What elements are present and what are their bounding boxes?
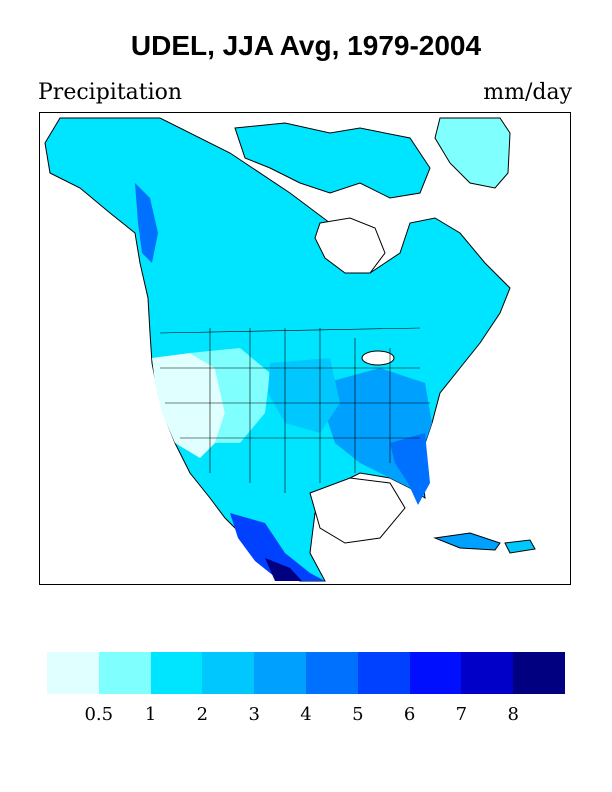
- colorbar: [47, 652, 565, 694]
- mexico-wet-region: [230, 513, 325, 581]
- hudson-bay: [314, 217, 386, 274]
- colorbar-swatch: [98, 652, 151, 694]
- colorbar-swatch: [461, 652, 514, 694]
- colorbar-tick-label: 2: [196, 704, 209, 725]
- central-us-region: [268, 358, 340, 433]
- colorbar-swatch: [409, 652, 462, 694]
- colorbar-swatch: [150, 652, 203, 694]
- units-label: mm/day: [483, 80, 572, 105]
- colorbar-tick-label: 5: [352, 704, 364, 725]
- hispaniola-island: [504, 539, 536, 554]
- great-lakes: [361, 350, 395, 366]
- colorbar-swatch: [513, 652, 565, 694]
- north-america-landmass: [44, 117, 511, 582]
- cuba-island: [433, 532, 501, 551]
- colorbar-tick-label: 4: [300, 704, 312, 725]
- florida-wet-region: [390, 433, 430, 505]
- colorbar-tick-label: 6: [403, 704, 416, 725]
- mexico-darkest-region: [265, 558, 302, 581]
- gulf-of-mexico: [309, 477, 406, 544]
- map-canvas: [44, 117, 536, 582]
- colorbar-swatch: [305, 652, 358, 694]
- western-dry-region: [152, 353, 225, 458]
- variable-label: Precipitation: [38, 80, 183, 105]
- map-title: UDEL, JJA Avg, 1979-2004: [130, 30, 482, 61]
- colorbar-swatch: [254, 652, 306, 694]
- colorbar-tick-label: 7: [455, 704, 468, 725]
- pacific-coast-wet-strip: [135, 183, 158, 263]
- colorbar-tick-label: 8: [507, 704, 519, 725]
- greenland-landmass: [434, 117, 511, 189]
- precipitation-map: [39, 112, 571, 585]
- colorbar-swatch: [47, 652, 99, 694]
- political-boundaries: [159, 327, 430, 493]
- arctic-islands: [234, 122, 431, 199]
- colorbar-tick-label: 1: [144, 704, 157, 725]
- colorbar-swatch: [202, 652, 255, 694]
- colorbar-swatch: [357, 652, 410, 694]
- colorbar-tick-label: 0.5: [84, 704, 114, 725]
- colorbar-tick-label: 3: [248, 704, 260, 725]
